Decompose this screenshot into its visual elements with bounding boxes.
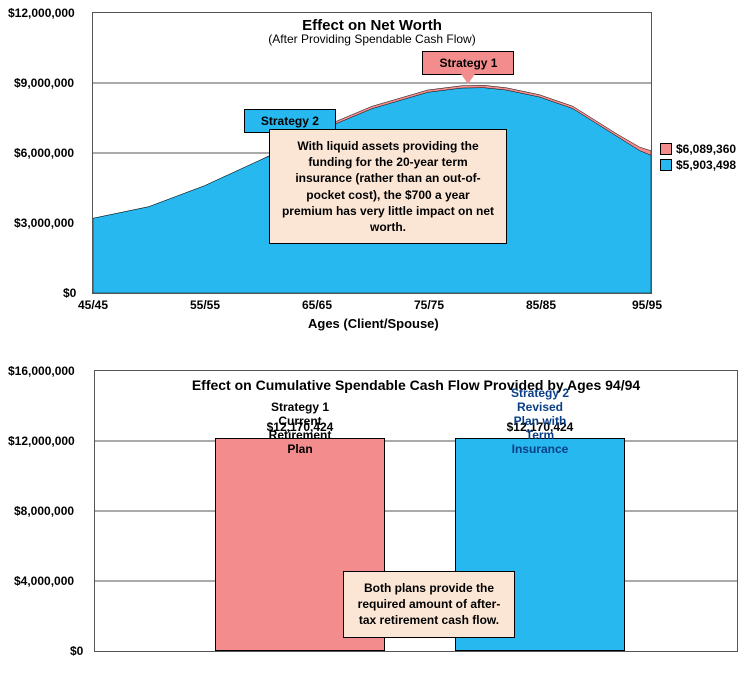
- top-ytick-3: $3,000,000: [14, 216, 74, 230]
- bar-2-text: Strategy 2RevisedPlan withTermInsurance: [455, 386, 625, 456]
- legend-label-1: $6,089,360: [676, 142, 736, 156]
- top-xtick-1: 55/55: [190, 298, 220, 312]
- bot-ytick-1: $4,000,000: [14, 574, 74, 588]
- top-annotation: With liquid assets providing the funding…: [269, 129, 507, 244]
- bot-ytick-3: $12,000,000: [8, 434, 75, 448]
- bot-ytick-4: $16,000,000: [8, 364, 75, 378]
- legend-label-2: $5,903,498: [676, 158, 736, 172]
- top-ytick-2: $6,000,000: [14, 146, 74, 160]
- top-ytick-0: $12,000,000: [8, 6, 75, 20]
- top-plot-area: Effect on Net Worth (After Providing Spe…: [92, 12, 652, 294]
- top-ytick-4: $0: [63, 286, 76, 300]
- bottom-plot-area: Effect on Cumulative Spendable Cash Flow…: [94, 370, 738, 652]
- bar-1-text: Strategy 1CurrentRetirementPlan: [215, 400, 385, 456]
- bot-ytick-0: $0: [70, 644, 83, 658]
- top-ytick-1: $9,000,000: [14, 76, 74, 90]
- bottom-annotation: Both plans provide the required amount o…: [343, 571, 515, 638]
- top-chart-wrapper: $12,000,000 $9,000,000 $6,000,000 $3,000…: [8, 8, 744, 348]
- legend-swatch-2: [660, 159, 672, 171]
- top-xlabel: Ages (Client/Spouse): [308, 316, 439, 331]
- legend-item-2: $5,903,498: [660, 158, 736, 172]
- legend-swatch-1: [660, 143, 672, 155]
- top-xtick-5: 95/95: [632, 298, 662, 312]
- bottom-chart-wrapper: $16,000,000 $12,000,000 $8,000,000 $4,00…: [8, 366, 744, 666]
- bot-ytick-2: $8,000,000: [14, 504, 74, 518]
- top-xtick-2: 65/65: [302, 298, 332, 312]
- legend-item-1: $6,089,360: [660, 142, 736, 156]
- top-xtick-3: 75/75: [414, 298, 444, 312]
- top-xtick-4: 85/85: [526, 298, 556, 312]
- top-xtick-0: 45/45: [78, 298, 108, 312]
